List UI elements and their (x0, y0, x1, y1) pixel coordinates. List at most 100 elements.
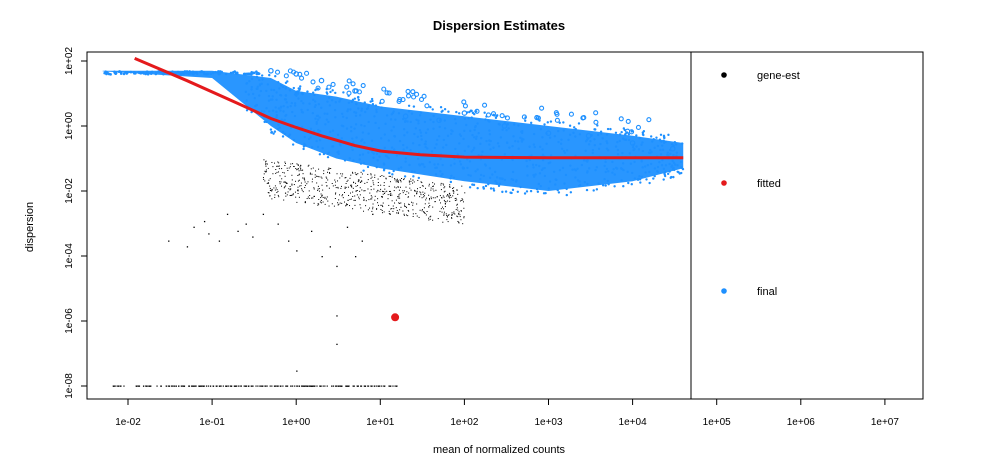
final-outlier-point (330, 81, 336, 88)
gene-est-point (402, 192, 404, 194)
final-point (461, 166, 465, 169)
final-point (615, 167, 619, 170)
final-point (285, 101, 288, 104)
final-point (367, 132, 370, 135)
gene-est-point (428, 185, 430, 187)
gene-est-point (235, 385, 237, 387)
final-point (673, 140, 677, 144)
final-point (614, 131, 618, 135)
final-point (395, 154, 398, 157)
y-tick-label: 1e-08 (64, 373, 75, 399)
final-point (360, 109, 363, 112)
gene-est-point (455, 197, 457, 199)
final-point (433, 163, 436, 166)
gene-est-point (279, 183, 281, 185)
gene-est-point (325, 198, 327, 200)
final-outlier-point (346, 78, 352, 84)
final-point (673, 163, 677, 166)
gene-est-point (296, 370, 298, 372)
gene-est-point (422, 194, 424, 196)
gene-est-point (428, 194, 430, 196)
final-outlier-point (436, 117, 442, 124)
final-point (270, 130, 274, 134)
final-point (507, 127, 510, 130)
gene-est-point (360, 171, 362, 173)
final-point (281, 135, 285, 138)
final-point (397, 112, 401, 115)
gene-est-point (423, 196, 425, 198)
final-point (564, 173, 568, 177)
final-point (537, 182, 541, 186)
final-point (664, 170, 667, 174)
gene-est-point (382, 193, 384, 195)
gene-est-point (329, 172, 331, 174)
gene-est-point (394, 186, 396, 188)
gene-est-point (323, 173, 325, 175)
final-point (659, 153, 663, 156)
gene-est-point (388, 204, 390, 206)
gene-est-point (281, 178, 283, 180)
gene-est-point (311, 173, 313, 175)
final-outlier-point (405, 93, 412, 99)
gene-est-point (265, 385, 267, 387)
final-point (468, 186, 472, 189)
gene-est-point (265, 169, 267, 171)
final-point (361, 131, 365, 134)
final-point (363, 124, 366, 128)
gene-est-point (412, 182, 414, 184)
final-point (511, 188, 515, 192)
gene-est-point (361, 173, 363, 175)
final-point (119, 72, 123, 75)
gene-est-point (463, 217, 465, 219)
gene-est-point (377, 204, 379, 206)
gene-est-point (281, 185, 283, 187)
gene-est-point (412, 215, 414, 217)
gene-est-point (298, 173, 300, 175)
final-point (485, 139, 488, 143)
final-point (648, 170, 651, 174)
final-point (532, 132, 536, 136)
gene-est-point (289, 166, 291, 168)
gene-est-point (336, 265, 338, 268)
gene-est-point (200, 385, 202, 387)
gene-est-point (328, 187, 330, 189)
gene-est-point (381, 196, 383, 198)
gene-est-point (264, 385, 266, 387)
gene-est-point (320, 176, 322, 178)
gene-est-point (168, 385, 170, 387)
final-point (343, 159, 347, 162)
final-point (361, 153, 365, 156)
gene-est-point (365, 200, 367, 202)
final-outlier-point (283, 73, 289, 79)
final-point (149, 71, 153, 75)
gene-est-point (432, 219, 434, 221)
gene-est-point (230, 385, 232, 387)
final-point (501, 190, 504, 194)
final-point (675, 151, 679, 154)
final-point (271, 109, 275, 112)
final-point (606, 179, 610, 183)
final-point (621, 162, 625, 165)
final-point (532, 143, 536, 146)
gene-est-point (364, 182, 366, 184)
final-point (293, 93, 297, 96)
final-point (315, 139, 318, 143)
final-point (370, 97, 374, 101)
final-point (532, 166, 535, 169)
gene-est-point (215, 385, 217, 387)
final-point (390, 146, 394, 149)
gene-est-point (276, 165, 278, 167)
final-point (620, 130, 623, 134)
gene-est-point (298, 196, 300, 198)
gene-est-point (449, 193, 451, 195)
gene-est-point (379, 175, 381, 177)
final-point (255, 103, 259, 107)
gene-est-point (412, 213, 414, 215)
final-point (316, 118, 320, 121)
y-tick-label: 1e-02 (64, 178, 75, 204)
gene-est-point (193, 385, 195, 387)
gene-est-point (381, 385, 383, 387)
gene-est-point (388, 190, 390, 192)
final-point (450, 174, 453, 178)
gene-est-point (385, 177, 387, 179)
